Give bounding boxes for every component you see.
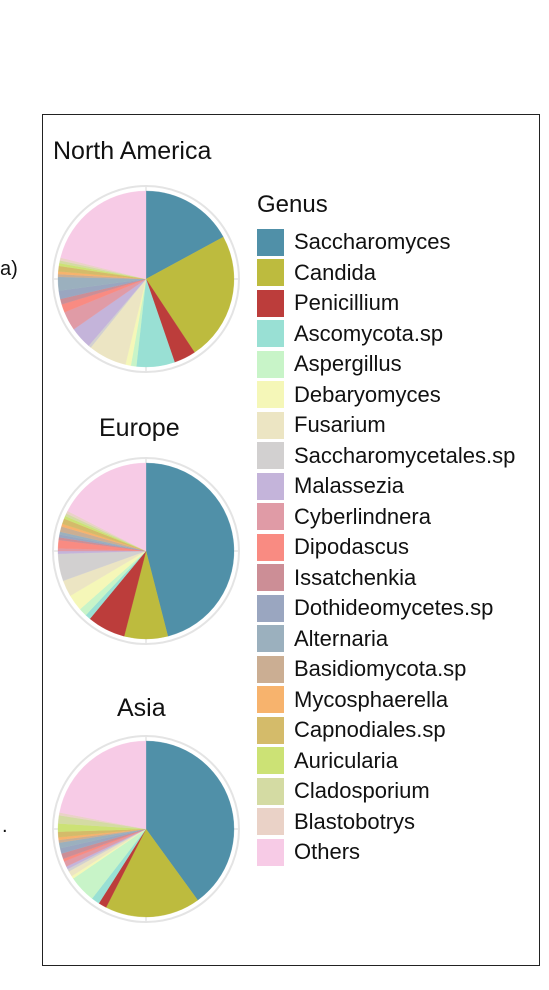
legend-label-capnodiales-sp: Capnodiales.sp <box>294 717 446 743</box>
pie-slice-north-america-saccharomyces <box>145 190 224 280</box>
legend-label-dothideomycetes-sp: Dothideomycetes.sp <box>294 595 494 621</box>
legend-label-cyberlindnera: Cyberlindnera <box>294 503 431 529</box>
legend-item-issatchenkia: Issatchenkia <box>257 563 515 594</box>
pie-chart-europe <box>52 457 240 645</box>
legend-item-ascomycota-sp: Ascomycota.sp <box>257 319 515 350</box>
legend-swatch-dothideomycetes-sp <box>257 594 284 622</box>
legend-swatch-issatchenkia <box>257 564 284 592</box>
legend-swatch-aspergillus <box>257 350 284 378</box>
pie-slice-asia-saccharomyces <box>145 740 235 901</box>
legend-swatch-cyberlindnera <box>257 503 284 531</box>
legend-swatch-alternaria <box>257 625 284 653</box>
legend-item-basidiomycota-sp: Basidiomycota.sp <box>257 654 515 685</box>
pie-slice-north-america-others <box>60 190 147 280</box>
legend-item-malassezia: Malassezia <box>257 471 515 502</box>
legend-swatch-basidiomycota-sp <box>257 655 284 683</box>
legend-item-blastobotrys: Blastobotrys <box>257 807 515 838</box>
pie-slice-north-america-candida <box>145 236 235 353</box>
legend-label-aspergillus: Aspergillus <box>294 351 402 377</box>
legend-label-others: Others <box>294 839 361 865</box>
legend-swatch-fusarium <box>257 411 284 439</box>
legend-item-others: Others <box>257 837 515 868</box>
pie-slice-asia-candida <box>105 828 198 918</box>
legend-label-auricularia: Auricularia <box>294 747 398 773</box>
legend-swatch-penicillium <box>257 289 284 317</box>
legend-item-aspergillus: Aspergillus <box>257 349 515 380</box>
legend-item-cladosporium: Cladosporium <box>257 776 515 807</box>
legend-label-cladosporium: Cladosporium <box>294 778 430 804</box>
legend-label-issatchenkia: Issatchenkia <box>294 564 417 590</box>
legend-label-debaryomyces: Debaryomyces <box>294 381 441 407</box>
pie-slice-asia-others <box>59 740 147 830</box>
legend-swatch-auricularia <box>257 747 284 775</box>
legend-swatch-blastobotrys <box>257 808 284 836</box>
legend-swatch-saccharomycetales-sp <box>257 442 284 470</box>
legend-label-ascomycota-sp: Ascomycota.sp <box>294 320 444 346</box>
legend-item-mycosphaerella: Mycosphaerella <box>257 685 515 716</box>
legend-item-dothideomycetes-sp: Dothideomycetes.sp <box>257 593 515 624</box>
chart-panel: North America Europe Asia Genus Saccharo… <box>42 114 540 966</box>
legend-swatch-mycosphaerella <box>257 686 284 714</box>
legend-swatch-malassezia <box>257 472 284 500</box>
legend-label-basidiomycota-sp: Basidiomycota.sp <box>294 656 467 682</box>
legend-label-fusarium: Fusarium <box>294 412 386 438</box>
legend-item-auricularia: Auricularia <box>257 746 515 777</box>
legend-label-malassezia: Malassezia <box>294 473 405 499</box>
legend-item-penicillium: Penicillium <box>257 288 515 319</box>
pie-slice-europe-others <box>67 462 147 552</box>
legend-item-cyberlindnera: Cyberlindnera <box>257 502 515 533</box>
legend-item-candida: Candida <box>257 258 515 289</box>
legend-label-saccharomyces: Saccharomyces <box>294 229 451 255</box>
legend-swatch-others <box>257 838 284 866</box>
legend-label-mycosphaerella: Mycosphaerella <box>294 686 449 712</box>
legend-swatch-cladosporium <box>257 777 284 805</box>
legend-swatch-capnodiales-sp <box>257 716 284 744</box>
legend-swatch-candida <box>257 259 284 287</box>
legend-swatch-ascomycota-sp <box>257 320 284 348</box>
legend-item-saccharomyces: Saccharomyces <box>257 227 515 258</box>
pie-slice-europe-saccharomyces <box>145 462 235 637</box>
edge-label-bottom: . <box>2 815 8 837</box>
legend-label-alternaria: Alternaria <box>294 625 389 651</box>
legend-item-debaryomyces: Debaryomyces <box>257 380 515 411</box>
pie-title-asia: Asia <box>117 694 166 722</box>
legend-label-penicillium: Penicillium <box>294 290 400 316</box>
legend-label-dipodascus: Dipodascus <box>294 534 409 560</box>
legend-label-blastobotrys: Blastobotrys <box>294 808 416 834</box>
pie-chart-north-america <box>52 185 240 373</box>
legend-item-saccharomycetales-sp: Saccharomycetales.sp <box>257 441 515 472</box>
legend-label-candida: Candida <box>294 259 376 285</box>
legend-item-dipodascus: Dipodascus <box>257 532 515 563</box>
legend-swatch-dipodascus <box>257 533 284 561</box>
pie-title-north-america: North America <box>53 137 212 165</box>
legend-swatch-saccharomyces <box>257 228 284 256</box>
legend-swatch-debaryomyces <box>257 381 284 409</box>
pie-chart-asia <box>52 735 240 923</box>
legend-item-capnodiales-sp: Capnodiales.sp <box>257 715 515 746</box>
pie-title-europe: Europe <box>99 414 180 442</box>
legend-item-alternaria: Alternaria <box>257 624 515 655</box>
legend-item-fusarium: Fusarium <box>257 410 515 441</box>
edge-label-top: a) <box>0 258 18 280</box>
legend-title: Genus <box>257 191 328 218</box>
legend-label-saccharomycetales-sp: Saccharomycetales.sp <box>294 442 516 468</box>
legend: Saccharomyces Candida Penicillium Ascomycot… <box>257 227 515 868</box>
